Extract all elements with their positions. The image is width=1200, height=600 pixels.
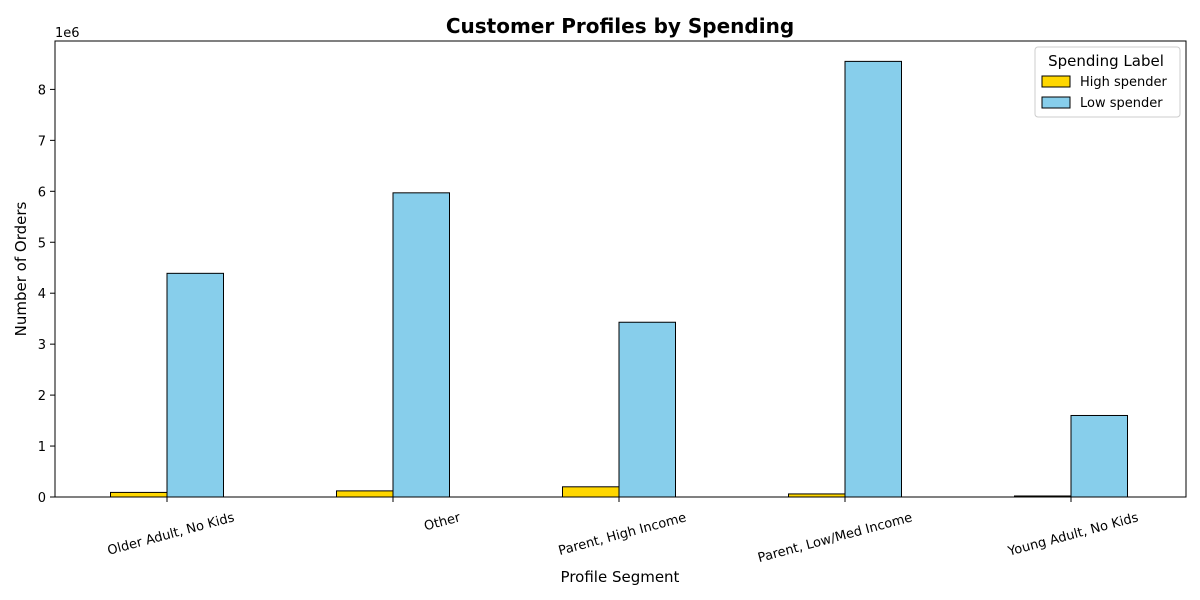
bar-low-spender	[844, 60, 902, 498]
legend-box	[1034, 46, 1181, 118]
x-tick-label: Parent, High Income	[557, 510, 688, 559]
legend: Spending Label High spender Low spender	[1034, 46, 1181, 118]
y-tick-label: 8	[38, 83, 46, 98]
legend-title: Spending Label	[1048, 52, 1164, 70]
x-axis-label: Profile Segment	[561, 568, 680, 586]
y-tick-label: 6	[38, 185, 46, 200]
chart-title: Customer Profiles by Spending	[446, 14, 794, 38]
y-tick-label: 7	[38, 134, 46, 149]
y-tick-label: 3	[38, 338, 46, 353]
bar-low-spender	[166, 272, 224, 498]
plot-frame	[54, 40, 1187, 498]
bar-low-spender	[618, 321, 676, 498]
y-tick-label: 2	[38, 389, 46, 404]
bars-group	[110, 60, 1128, 498]
x-tick-label: Young Adult, No Kids	[1006, 510, 1141, 560]
y-tick-label: 1	[38, 440, 46, 455]
bar-high-spender	[562, 486, 620, 498]
legend-swatch-high-spender	[1041, 75, 1071, 88]
x-axis-ticks: Older Adult, No Kids Other Parent, High In…	[106, 497, 1140, 566]
y-tick-label: 5	[38, 236, 46, 251]
x-tick-label: Parent, Low/Med Income	[756, 510, 914, 566]
bar-low-spender	[1070, 414, 1128, 498]
legend-swatch-low-spender	[1041, 96, 1071, 109]
y-offset-text: 1e6	[55, 26, 80, 41]
y-axis-ticks: 0 1 2 3 4 5 6 7 8	[38, 83, 55, 506]
bar-high-spender	[336, 490, 394, 498]
y-axis-label: Number of Orders	[12, 201, 30, 336]
y-tick-label: 4	[38, 287, 46, 302]
y-tick-label: 0	[38, 491, 46, 506]
bar-low-spender	[392, 192, 450, 498]
x-tick-label: Other	[422, 510, 462, 534]
bar-high-spender	[110, 491, 168, 498]
x-tick-label: Older Adult, No Kids	[106, 510, 236, 558]
legend-label-high-spender: High spender	[1080, 75, 1168, 90]
legend-label-low-spender: Low spender	[1080, 96, 1163, 111]
